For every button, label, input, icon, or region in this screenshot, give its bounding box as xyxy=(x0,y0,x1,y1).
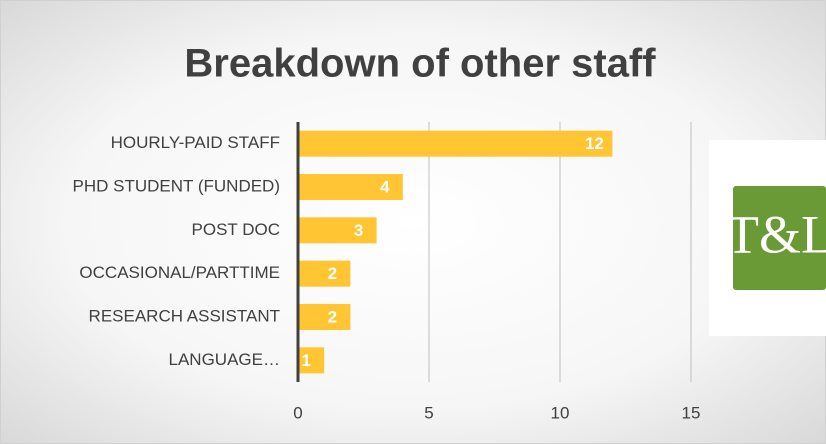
x-tick-label: 5 xyxy=(424,403,433,422)
bar xyxy=(298,304,351,330)
x-tick-label: 10 xyxy=(551,403,570,422)
y-tick-label: PHD STUDENT (FUNDED) xyxy=(73,176,280,195)
data-label: 2 xyxy=(328,307,337,326)
bar xyxy=(298,130,613,157)
y-tick-label: OCCASIONAL/PARTTIME xyxy=(79,263,280,282)
bar xyxy=(298,260,351,287)
y-tick-label: RESEARCH ASSISTANT xyxy=(89,306,280,325)
data-label: 12 xyxy=(585,134,604,153)
x-tick-label: 0 xyxy=(293,403,302,422)
data-label: 4 xyxy=(380,177,390,196)
bar xyxy=(298,347,325,374)
data-label: 2 xyxy=(328,264,337,283)
y-tick-label: LANGUAGE… xyxy=(169,350,280,369)
bar xyxy=(298,217,377,244)
bar xyxy=(298,174,403,200)
logo xyxy=(733,186,826,290)
x-tick-label: 15 xyxy=(682,403,701,422)
logo-text: T&L xyxy=(726,204,826,264)
data-label: 1 xyxy=(301,351,310,370)
chart-title: Breakdown of other staff xyxy=(184,42,656,86)
y-tick-label: HOURLY-PAID STAFF xyxy=(111,133,280,152)
data-label: 3 xyxy=(354,221,363,240)
y-tick-label: POST DOC xyxy=(192,220,280,239)
